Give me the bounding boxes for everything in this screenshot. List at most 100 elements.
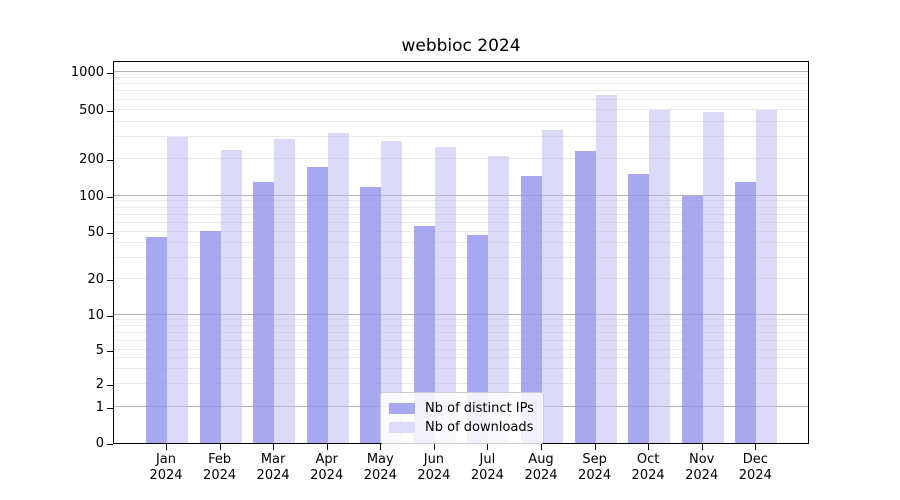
x-tick-label-mar: Mar 2024 — [241, 452, 305, 484]
x-tick-mark — [755, 444, 757, 450]
x-tick-month: Dec — [742, 452, 768, 467]
x-tick-mark — [433, 444, 435, 450]
y-tick-label: 20 — [87, 272, 104, 288]
y-tick-mark — [107, 72, 113, 74]
bar-distinct-ips-jan — [146, 237, 167, 443]
plot-area: Nb of distinct IPs Nb of downloads — [113, 61, 809, 444]
minor-gridline — [114, 200, 808, 202]
y-tick-label: 50 — [87, 225, 104, 240]
minor-gridline — [114, 108, 808, 110]
x-tick-label-may: May 2024 — [348, 452, 412, 484]
y-tick-label: 1000 — [70, 64, 104, 80]
x-tick-label-jan: Jan 2024 — [134, 452, 198, 484]
x-tick-month: Feb — [208, 452, 232, 467]
minor-gridline — [114, 136, 808, 138]
minor-gridline — [114, 98, 808, 100]
x-tick-label-sep: Sep 2024 — [563, 452, 627, 484]
x-tick-mark — [541, 444, 542, 450]
x-tick-month: Mar — [260, 452, 286, 467]
bar-distinct-ips-may — [360, 187, 382, 443]
legend-label-downloads: Nb of downloads — [425, 420, 534, 435]
bar-downloads-may — [381, 140, 403, 443]
bar-distinct-ips-sep — [574, 151, 596, 443]
y-tick-label: 100 — [79, 189, 104, 204]
bar-downloads-jul — [488, 156, 510, 443]
x-tick-month: Apr — [315, 452, 338, 467]
bar-distinct-ips-mar — [253, 181, 275, 443]
y-tick-mark — [107, 444, 113, 445]
bar-distinct-ips-aug — [521, 176, 542, 443]
legend-item: Nb of distinct IPs — [389, 399, 535, 418]
x-tick-year: 2024 — [578, 468, 612, 483]
x-tick-label-nov: Nov 2024 — [670, 452, 734, 484]
minor-gridline — [114, 257, 808, 259]
x-tick-month: Nov — [689, 452, 715, 467]
x-tick-label-oct: Oct 2024 — [616, 452, 680, 484]
minor-gridline — [114, 213, 808, 215]
y-tick-mark — [107, 197, 113, 198]
y-tick-mark — [107, 280, 113, 282]
bar-distinct-ips-apr — [306, 166, 328, 443]
x-tick-year: 2024 — [203, 468, 237, 483]
legend: Nb of distinct IPs Nb of downloads — [380, 392, 544, 444]
x-tick-year: 2024 — [363, 468, 397, 483]
x-tick-mark — [594, 444, 596, 450]
y-tick-label: 2 — [95, 377, 104, 392]
y-tick-mark — [107, 316, 113, 318]
x-tick-label-dec: Dec 2024 — [723, 452, 787, 484]
minor-gridline — [114, 325, 808, 327]
minor-gridline — [114, 383, 808, 384]
legend-label-distinct-ips: Nb of distinct IPs — [425, 401, 534, 416]
minor-gridline — [114, 348, 808, 350]
x-tick-year: 2024 — [149, 468, 183, 483]
x-tick-year: 2024 — [685, 468, 719, 483]
legend-item: Nb of downloads — [389, 418, 535, 437]
bar-distinct-ips-feb — [199, 230, 221, 443]
legend-swatch-downloads — [389, 422, 415, 433]
y-tick-label: 10 — [87, 308, 104, 324]
major-gridline — [114, 195, 808, 196]
minor-gridline — [114, 206, 808, 208]
minor-gridline — [114, 367, 808, 369]
bar-distinct-ips-jun — [413, 226, 435, 443]
bar-downloads-apr — [327, 132, 349, 443]
x-tick-mark — [648, 444, 650, 450]
x-tick-mark — [701, 444, 703, 450]
y-tick-mark — [107, 110, 113, 112]
legend-swatch-distinct-ips — [389, 403, 415, 414]
bar-distinct-ips-dec — [735, 181, 757, 443]
bar-distinct-ips-oct — [628, 174, 650, 443]
minor-gridline — [114, 120, 808, 122]
y-tick-mark — [107, 408, 113, 409]
y-tick-mark — [107, 159, 113, 161]
x-tick-year: 2024 — [631, 468, 665, 483]
minor-gridline — [114, 90, 808, 92]
x-tick-label-jun: Jun 2024 — [402, 452, 466, 484]
x-tick-month: Sep — [582, 452, 607, 467]
y-tick-mark — [107, 233, 113, 234]
bar-downloads-nov — [702, 112, 724, 443]
bar-distinct-ips-nov — [681, 196, 703, 443]
x-tick-mark — [273, 444, 275, 450]
x-tick-year: 2024 — [256, 468, 290, 483]
minor-gridline — [114, 83, 808, 85]
x-tick-mark — [487, 444, 489, 450]
y-tick-mark — [107, 350, 113, 352]
x-tick-label-jul: Jul 2024 — [455, 452, 519, 484]
x-tick-month: Oct — [636, 452, 660, 467]
minor-gridline — [114, 357, 808, 359]
x-tick-month: Jun — [423, 452, 445, 467]
bar-downloads-dec — [756, 109, 778, 443]
major-gridline — [114, 70, 808, 72]
x-tick-month: Aug — [528, 452, 554, 467]
y-tick-label: 5 — [95, 342, 104, 358]
y-tick-label: 500 — [79, 102, 104, 118]
chart-title: webbioc 2024 — [401, 36, 521, 56]
bar-downloads-sep — [595, 94, 617, 443]
minor-gridline — [114, 242, 808, 244]
y-tick-label: 0 — [95, 436, 104, 451]
minor-gridline — [114, 76, 808, 78]
bar-downloads-aug — [542, 129, 563, 443]
x-tick-mark — [166, 444, 167, 450]
